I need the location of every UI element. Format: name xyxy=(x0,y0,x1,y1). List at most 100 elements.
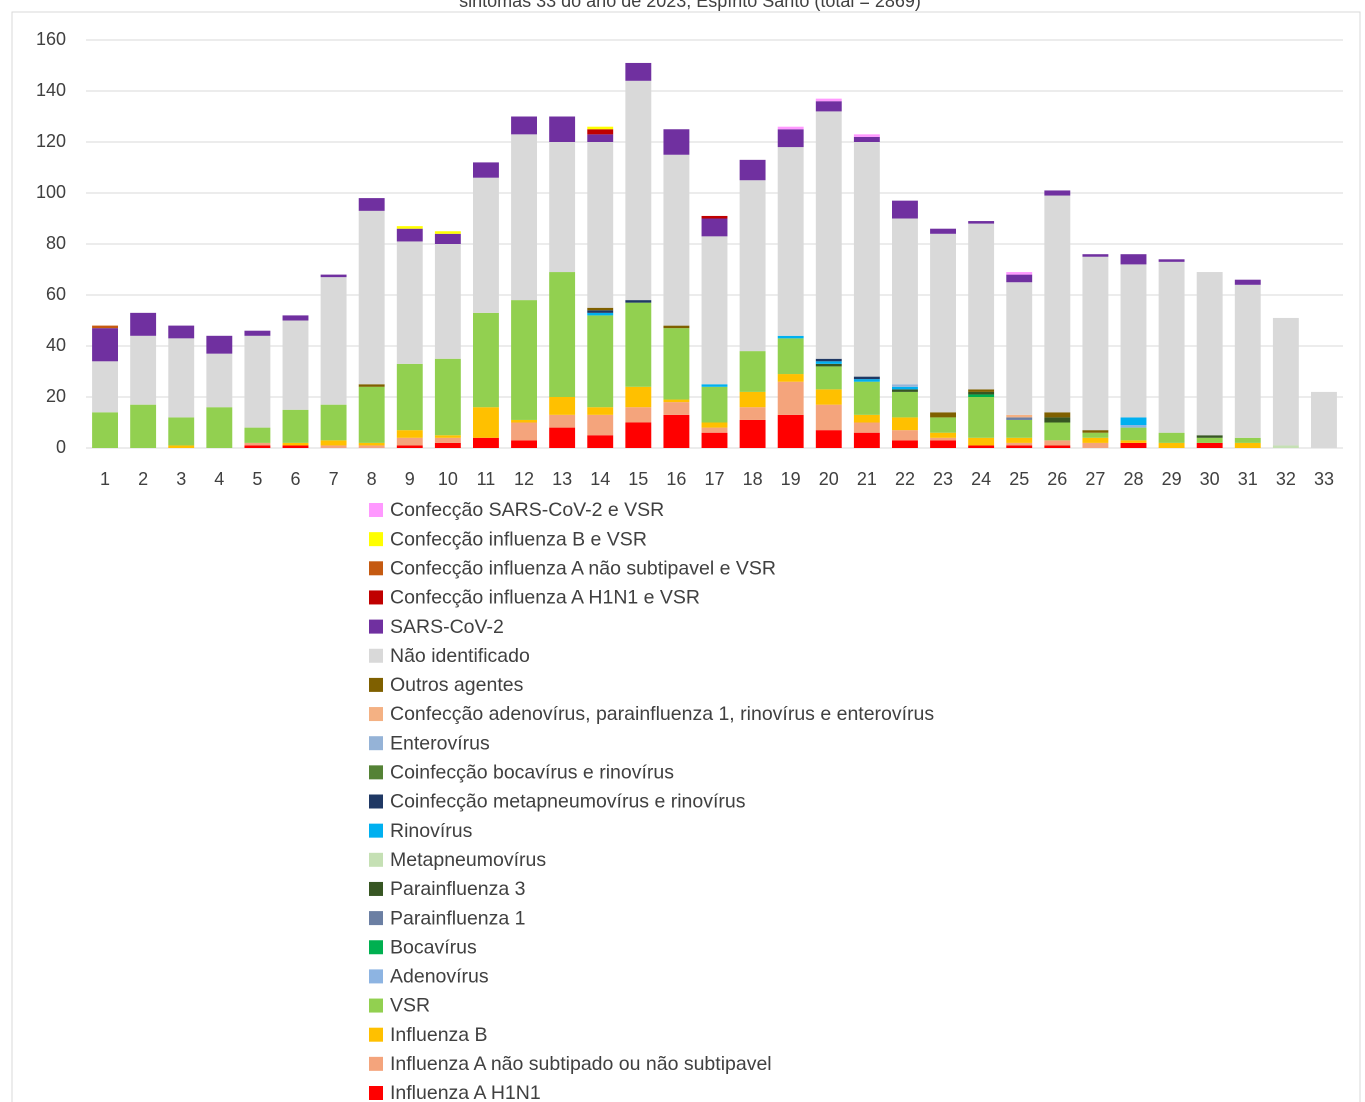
bar-segment xyxy=(1006,437,1033,443)
bar-segment xyxy=(587,312,614,316)
bar-segment xyxy=(777,374,804,382)
bar-segment xyxy=(1158,432,1185,443)
bar-segment xyxy=(625,80,652,301)
legend-swatch xyxy=(369,1056,383,1071)
bar-segment xyxy=(206,407,233,448)
bar-segment xyxy=(282,442,309,446)
bar-segment xyxy=(92,328,118,362)
bar-segment xyxy=(282,409,309,443)
x-tick-label: 7 xyxy=(329,469,339,489)
x-tick-label: 31 xyxy=(1238,469,1258,489)
legend-swatch xyxy=(369,852,383,867)
legend-label: Confecção influenza A não subtipavel e V… xyxy=(390,557,776,579)
legend-swatch xyxy=(369,969,383,984)
bar-segment xyxy=(320,404,347,441)
bar-segment xyxy=(777,126,804,130)
bar-segment xyxy=(968,389,995,392)
bar-segment xyxy=(130,335,157,405)
bar-segment xyxy=(930,437,956,441)
bar-segment xyxy=(396,226,423,229)
bar-segment xyxy=(473,162,499,178)
bar-segment xyxy=(930,412,956,418)
legend-swatch xyxy=(369,1086,383,1100)
bar-segment xyxy=(1044,195,1071,413)
x-tick-label: 13 xyxy=(552,469,572,489)
bar-segment xyxy=(739,180,766,352)
legend-label: VSR xyxy=(390,995,430,1017)
legend-label: Bocavírus xyxy=(390,936,477,958)
bar-segment xyxy=(549,272,576,397)
bar-segment xyxy=(1044,190,1071,196)
bar-segment xyxy=(892,218,918,385)
bar-segment xyxy=(815,111,842,359)
bar-segment xyxy=(1006,272,1033,275)
legend-swatch xyxy=(369,1027,383,1042)
bar-segment xyxy=(587,407,614,415)
bar-segment xyxy=(930,440,956,448)
y-tick-label: 40 xyxy=(46,335,66,355)
legend-swatch xyxy=(369,590,383,605)
bar-segment xyxy=(701,218,728,237)
x-tick-label: 4 xyxy=(214,469,224,489)
bar-segment xyxy=(130,404,157,448)
bar-segment xyxy=(815,389,842,405)
legend-swatch xyxy=(369,881,383,896)
legend-swatch xyxy=(369,648,383,663)
bar-segment xyxy=(549,397,576,415)
legend-label: Parainfluenza 3 xyxy=(390,878,526,900)
bar-segment xyxy=(777,335,804,339)
bar-segment xyxy=(473,407,499,438)
bar-segment xyxy=(1196,442,1223,448)
bar-segment xyxy=(663,328,690,400)
x-tick-label: 15 xyxy=(628,469,648,489)
bar-segment xyxy=(396,228,423,242)
bar-segment xyxy=(1272,317,1299,446)
bar-segment xyxy=(511,300,537,420)
bar-segment xyxy=(968,221,995,224)
bar-segment xyxy=(320,440,347,446)
legend-swatch xyxy=(369,561,383,576)
legend-swatch xyxy=(369,794,383,809)
bar-segment xyxy=(434,231,461,234)
bar-segment xyxy=(358,210,385,385)
x-tick-label: 6 xyxy=(290,469,300,489)
bar-segment xyxy=(549,142,576,273)
bar-segment xyxy=(587,414,614,436)
bar-segment xyxy=(815,98,842,102)
x-tick-label: 30 xyxy=(1200,469,1220,489)
x-tick-label: 32 xyxy=(1276,469,1296,489)
x-tick-label: 18 xyxy=(743,469,763,489)
bar-segment xyxy=(663,129,690,155)
bar-segment xyxy=(1158,261,1185,433)
bar-segment xyxy=(396,241,423,364)
bar-segment xyxy=(701,386,728,423)
legend-label: Outros agentes xyxy=(390,674,524,696)
bar-segment xyxy=(282,445,309,448)
x-tick-label: 19 xyxy=(781,469,801,489)
y-tick-label: 120 xyxy=(36,131,66,151)
bar-segment xyxy=(587,315,614,408)
bar-segment xyxy=(168,417,195,446)
bar-segment xyxy=(1234,437,1261,443)
bar-segment xyxy=(434,437,461,443)
x-tick-label: 20 xyxy=(819,469,839,489)
bar-segment xyxy=(968,397,995,438)
bar-segment xyxy=(701,422,728,428)
bar-segment xyxy=(892,200,918,219)
legend-label: SARS-CoV-2 xyxy=(390,616,504,638)
y-tick-label: 140 xyxy=(36,80,66,100)
bar-segment xyxy=(587,310,614,313)
bar-segment xyxy=(1120,417,1147,426)
bar-segment xyxy=(92,325,118,329)
bar-segment xyxy=(853,422,880,433)
bar-segment xyxy=(1158,259,1185,262)
bar-segment xyxy=(1044,412,1071,418)
chart-title: sintomas 33 do ano de 2023, Espírito San… xyxy=(459,0,921,11)
bar-segment xyxy=(92,412,118,448)
bar-segment xyxy=(587,435,614,448)
legend-label: Coinfecção bocavírus e rinovírus xyxy=(390,762,674,784)
bar-segment xyxy=(663,402,690,415)
bar-segment xyxy=(1120,254,1147,265)
legend-label: Metapneumovírus xyxy=(390,849,546,871)
